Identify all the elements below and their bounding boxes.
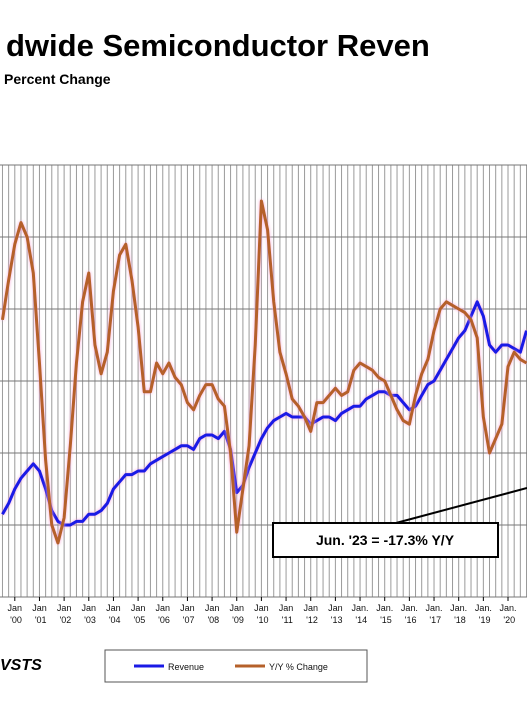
x-tick-label: Jan '10 <box>254 603 269 625</box>
x-tick-label: Jan. '16 <box>401 603 418 625</box>
x-tick-label: Jan. '17 <box>426 603 443 625</box>
x-tick-label: Jan '06 <box>156 603 171 625</box>
chart-title: dwide Semiconductor Reven <box>6 28 430 63</box>
x-tick-label: Jan '11 <box>279 603 294 625</box>
x-tick-label: Jan '05 <box>131 603 146 625</box>
source: VSTS <box>0 657 42 674</box>
annotation-box <box>272 522 499 558</box>
x-tick-label: Jan '04 <box>106 603 121 625</box>
x-tick-label: Jan. '19 <box>475 603 492 625</box>
chart-subtitle: Percent Change <box>4 71 111 87</box>
x-tick-label: Jan. '20 <box>500 603 517 625</box>
x-tick-label: Jan '13 <box>328 603 343 625</box>
x-tick-label: Jan '09 <box>229 603 244 625</box>
x-tick-label: Jan '03 <box>82 603 97 625</box>
x-tick-label: Jan. '15 <box>376 603 393 625</box>
legend-label: Revenue <box>168 662 204 672</box>
annotation: Jun. '23 = -17.3% Y/Y <box>316 532 455 548</box>
x-tick-label: Jan '01 <box>32 603 47 625</box>
x-tick-label: Jan '00 <box>8 603 23 625</box>
legend-items: Revenue Y/Y % Change <box>134 662 328 672</box>
annotation-pointer <box>395 487 527 524</box>
x-tick-label: Jan '08 <box>205 603 220 625</box>
x-tick-label: Jan '12 <box>303 603 318 625</box>
x-tick-label: Jan '02 <box>57 603 72 625</box>
x-tick-label: Jan. '18 <box>450 603 467 625</box>
x-tick-label: Jan. '14 <box>352 603 369 625</box>
series-line <box>0 199 527 545</box>
series-line <box>1 300 527 527</box>
legend-label: Y/Y % Change <box>269 662 328 672</box>
x-tick-label: Jan '07 <box>180 603 195 625</box>
plot-area <box>0 199 527 545</box>
